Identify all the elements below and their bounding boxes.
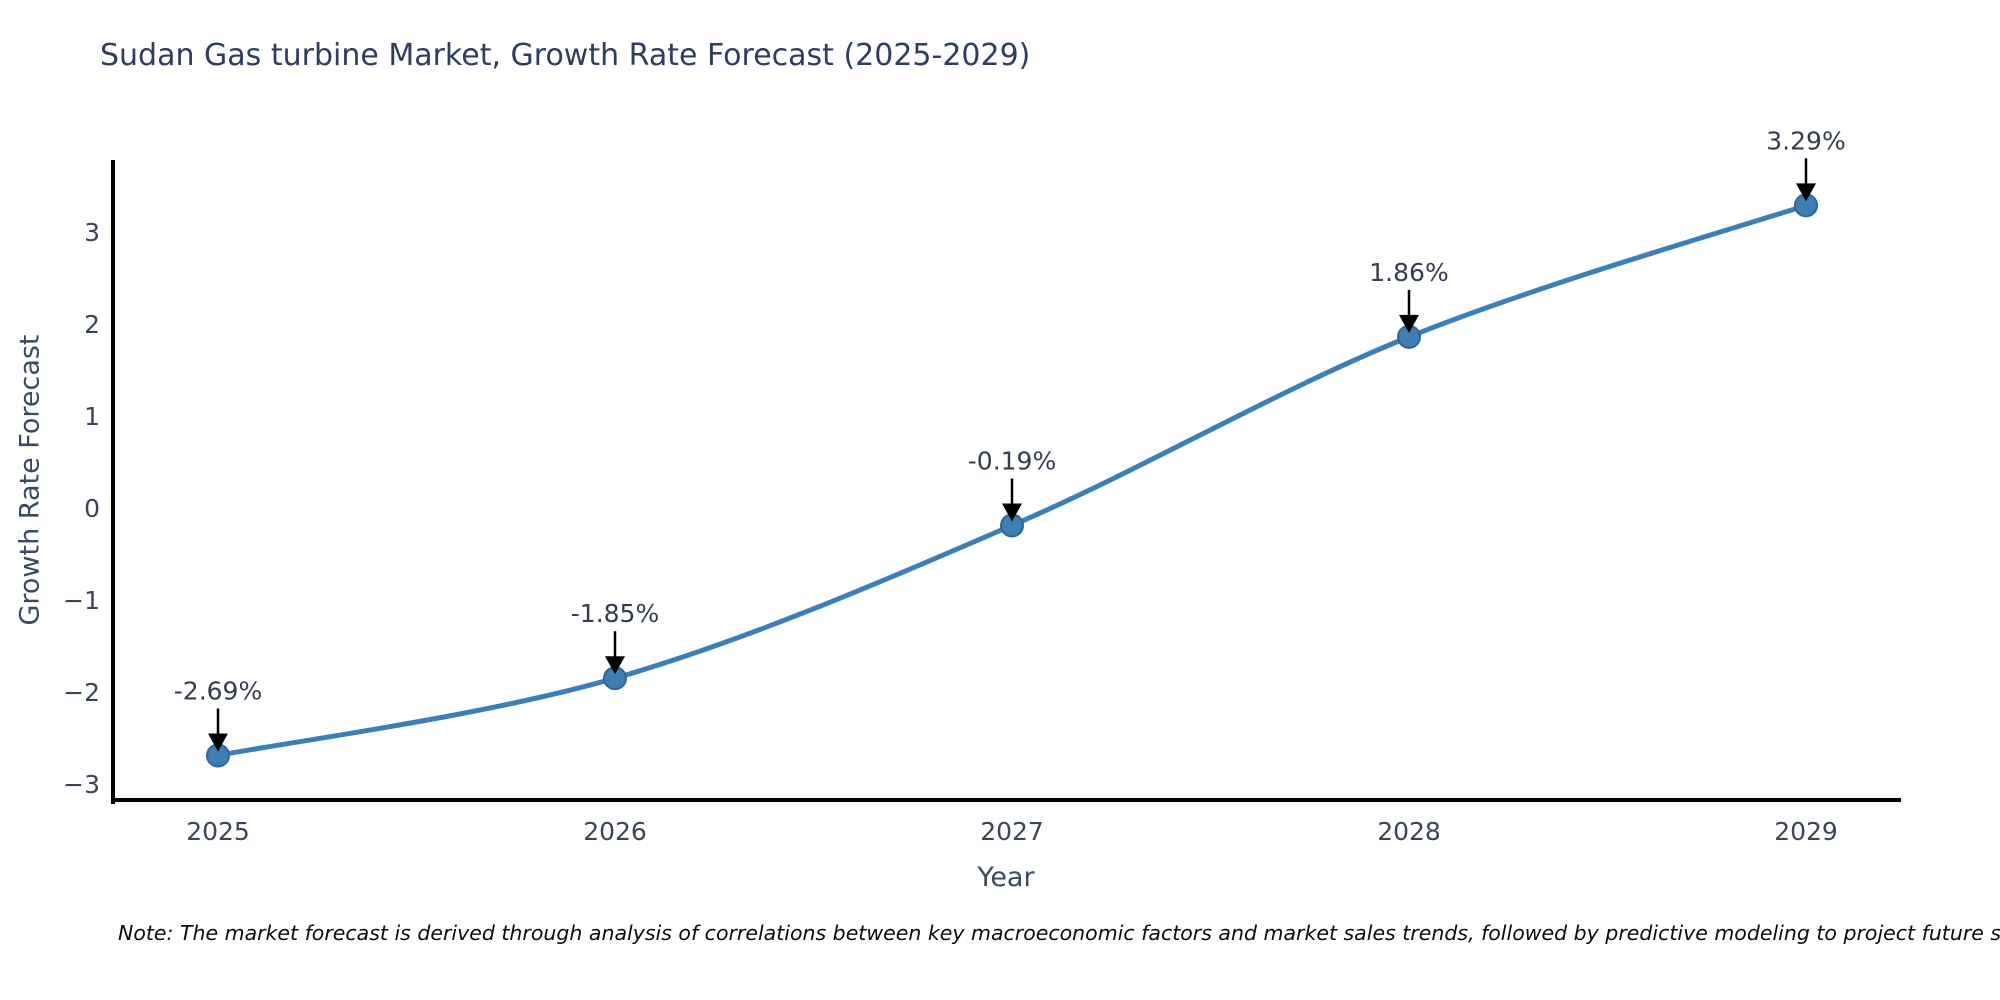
annotation-arrowhead-icon bbox=[1399, 314, 1419, 333]
y-axis-title: Growth Rate Forecast bbox=[14, 334, 46, 626]
y-tick-labels-group: 3 2 1 0 −1 −2 −3 bbox=[63, 218, 100, 799]
footnote: Note: The market forecast is derived thr… bbox=[118, 921, 2000, 945]
data-point-label: -2.69% bbox=[174, 676, 262, 705]
y-tick-label: −2 bbox=[63, 678, 100, 707]
x-tick-label: 2026 bbox=[583, 817, 647, 846]
chart-title: Sudan Gas turbine Market, Growth Rate Fo… bbox=[100, 38, 1031, 73]
x-tick-label: 2025 bbox=[186, 817, 250, 846]
y-tick-label: 1 bbox=[84, 402, 100, 431]
data-point-label: -1.85% bbox=[571, 599, 659, 628]
data-point-label: 1.86% bbox=[1369, 258, 1448, 287]
annotation-arrowhead-icon bbox=[1796, 183, 1816, 202]
x-axis-spine bbox=[111, 798, 1901, 802]
annotation-arrowhead-icon bbox=[605, 656, 625, 675]
data-point-label: -0.19% bbox=[968, 446, 1056, 475]
x-axis-title: Year bbox=[977, 862, 1035, 893]
annotation-arrowhead-icon bbox=[208, 733, 228, 752]
y-axis-spine bbox=[111, 160, 115, 804]
annotation-arrowhead-icon bbox=[1002, 503, 1022, 522]
x-tick-label: 2029 bbox=[1774, 817, 1838, 846]
x-tick-label: 2028 bbox=[1377, 817, 1441, 846]
y-tick-label: 2 bbox=[84, 310, 100, 339]
y-tick-label: −1 bbox=[63, 586, 100, 615]
x-tick-label: 2027 bbox=[980, 817, 1044, 846]
data-point-label: 3.29% bbox=[1766, 126, 1845, 155]
y-tick-label: 0 bbox=[84, 494, 100, 523]
annotations-group: -2.69% -1.85% -0.19% 1.86% 3.29% bbox=[174, 126, 1846, 752]
x-tick-labels-group: 2025 2026 2027 2028 2029 bbox=[186, 817, 1838, 846]
y-tick-label: −3 bbox=[63, 770, 100, 799]
y-tick-label: 3 bbox=[84, 218, 100, 247]
